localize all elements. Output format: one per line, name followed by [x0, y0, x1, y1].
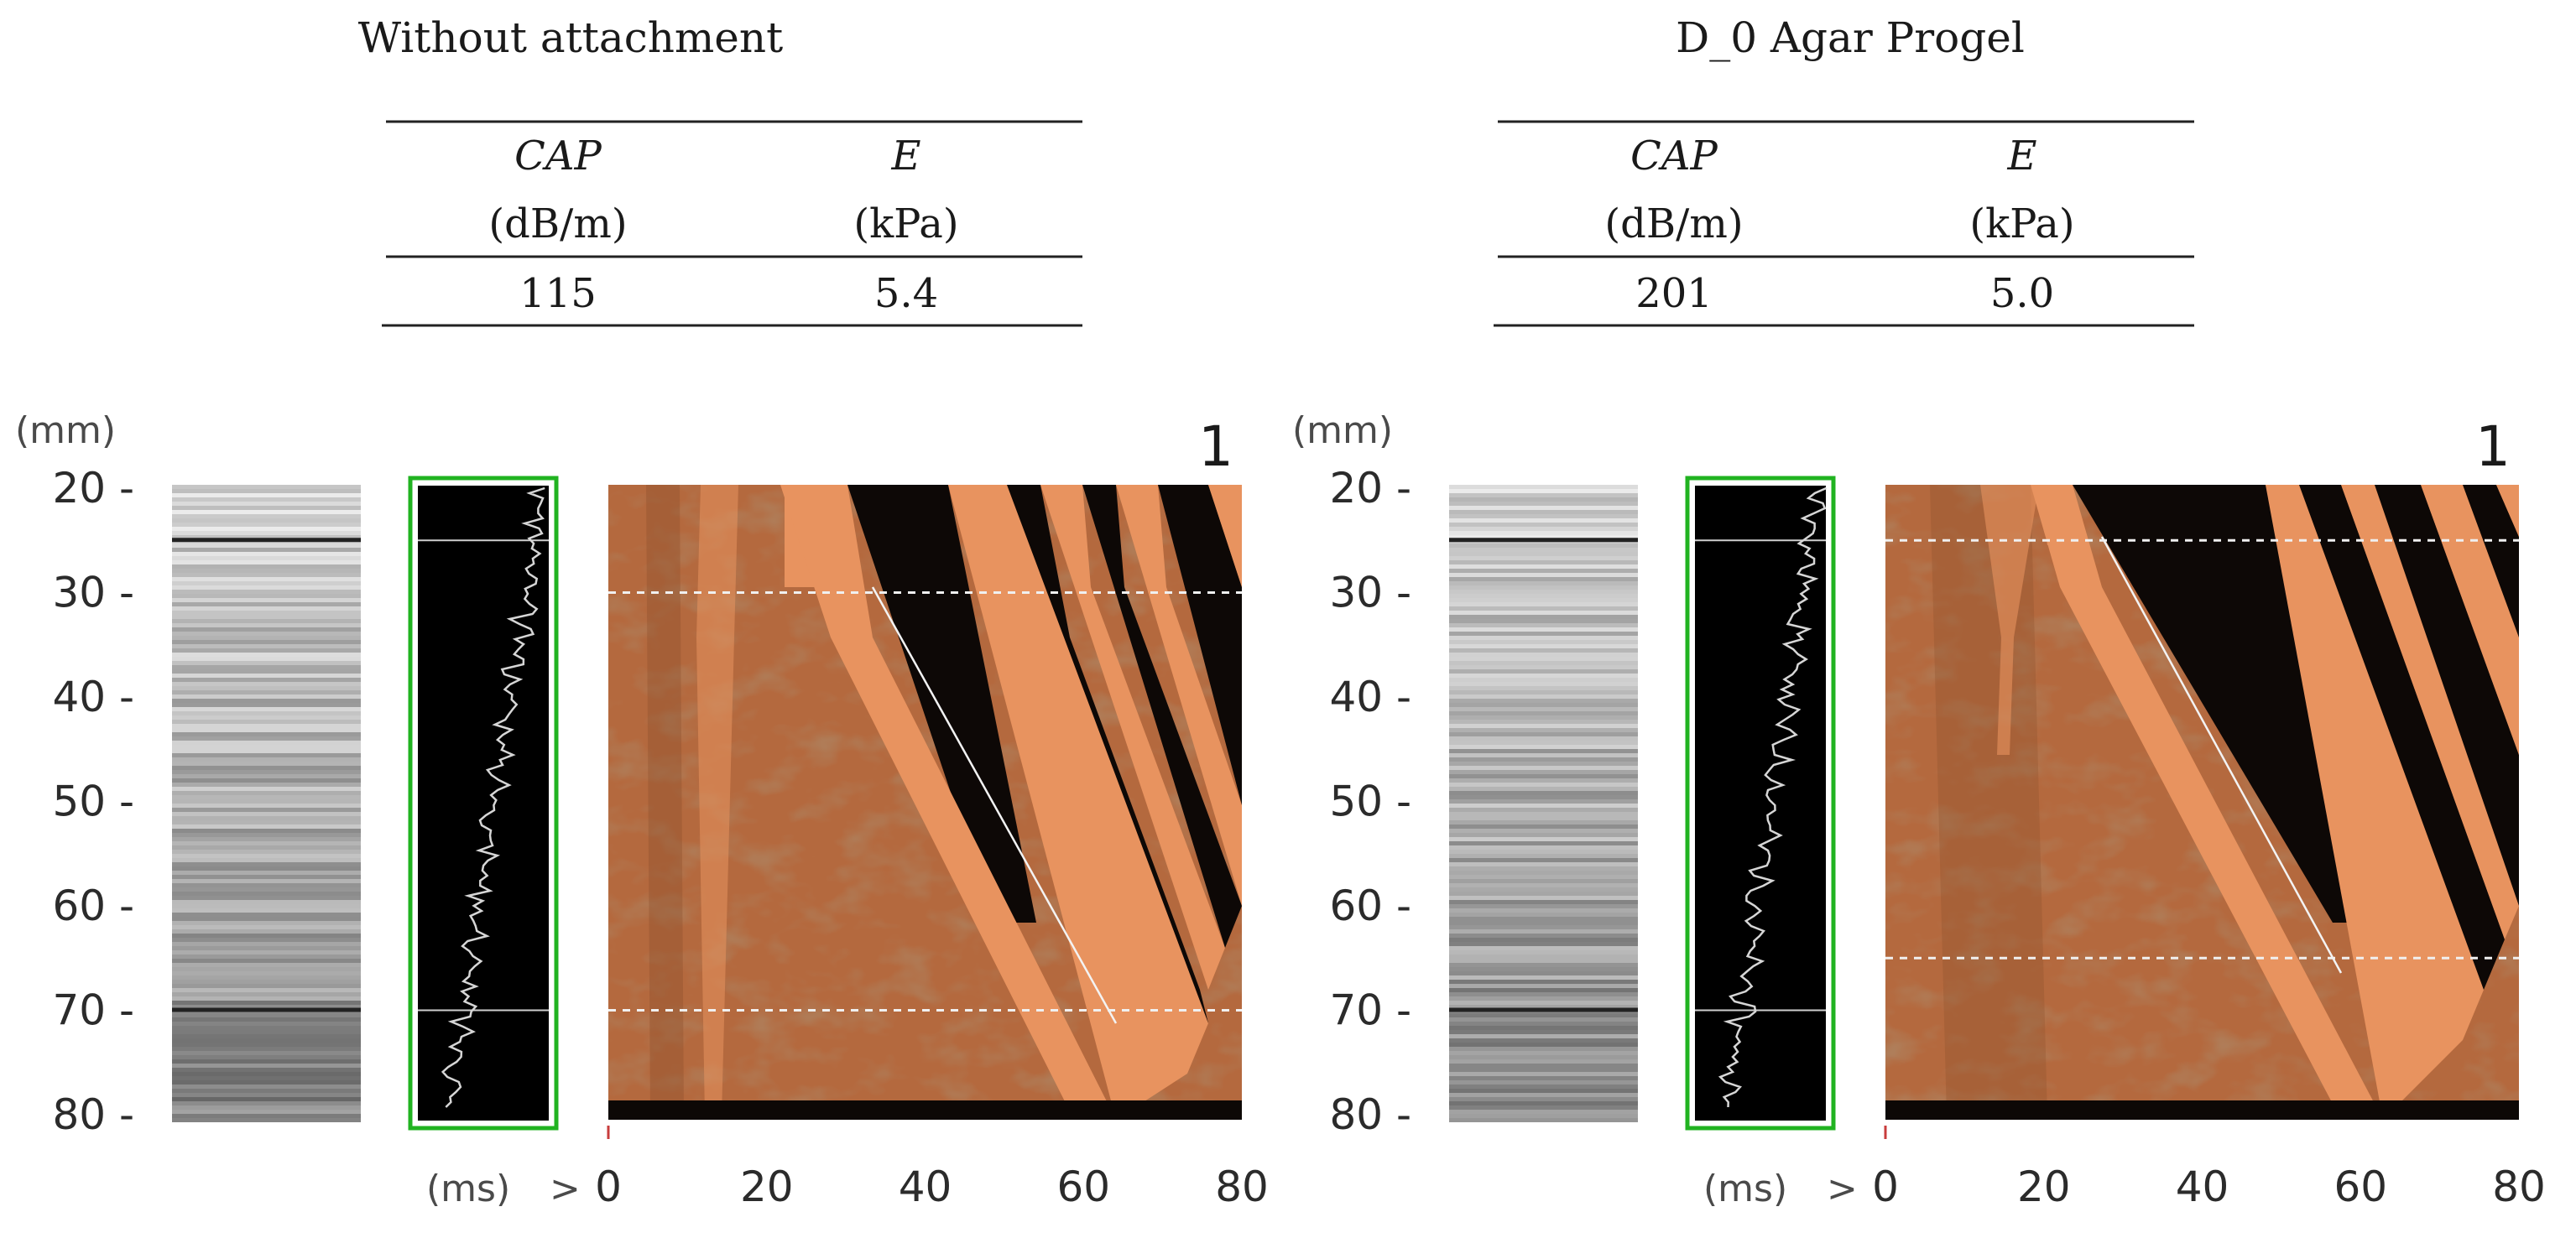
table-unit-e: (kPa) — [853, 200, 958, 247]
depth-tick-label: 40 - — [52, 673, 134, 721]
results-table: CAP (dB/m) E (kPa) 115 5.4 — [382, 120, 1082, 327]
panel-left: Without attachment CAP (dB/m) E (kPa) 11… — [15, 13, 1269, 1211]
depth-tick-label: 20 - — [1329, 464, 1411, 512]
time-tick-label: 20 — [740, 1163, 794, 1211]
time-unit-label: (ms) — [426, 1168, 510, 1210]
panel-right: D_0 Agar Progel CAP (dB/m) E (kPa) 201 5… — [1292, 13, 2546, 1211]
m-mode-profile — [408, 476, 559, 1131]
results-table: CAP (dB/m) E (kPa) 201 5.0 — [1494, 120, 2194, 327]
time-axis-arrow: > — [550, 1168, 581, 1210]
time-tick-label: 0 — [595, 1163, 622, 1211]
panel-title: Without attachment — [358, 13, 783, 62]
table-header-cap: CAP — [514, 133, 602, 179]
depth-tick-label: 30 - — [52, 569, 134, 617]
depth-tick-label: 60 - — [52, 882, 134, 930]
table-unit-e: (kPa) — [1969, 200, 2074, 247]
m-mode-profile — [1685, 476, 1836, 1131]
table-unit-cap: (dB/m) — [1604, 200, 1743, 247]
time-tick-label: 0 — [1872, 1163, 1899, 1211]
table-unit-cap: (dB/m) — [488, 200, 627, 247]
time-tick-label: 40 — [2176, 1163, 2229, 1211]
depth-tick-label: 60 - — [1329, 882, 1411, 930]
depth-tick-label: 30 - — [1329, 569, 1411, 617]
time-tick-label: 40 — [899, 1163, 952, 1211]
depth-axis: 20 - 30 - 40 - 50 - 60 - 70 - 80 - — [1329, 464, 1411, 1139]
panel-title: D_0 Agar Progel — [1676, 13, 2025, 62]
a-mode-image — [172, 485, 361, 1122]
table-header-cap: CAP — [1630, 133, 1718, 179]
depth-tick-label: 20 - — [52, 464, 134, 512]
depth-tick-label: 50 - — [1329, 778, 1411, 826]
table-value-e: 5.4 — [874, 270, 938, 317]
depth-unit-label: (mm) — [1292, 409, 1393, 452]
time-axis-arrow: > — [1827, 1168, 1858, 1210]
time-unit-label: (ms) — [1703, 1168, 1787, 1210]
depth-tick-label: 50 - — [52, 778, 134, 826]
time-tick-label: 80 — [2492, 1163, 2546, 1211]
time-tick-label: 80 — [1215, 1163, 1269, 1211]
depth-unit-label: (mm) — [15, 409, 116, 452]
table-value-cap: 201 — [1635, 270, 1713, 317]
time-tick-label: 20 — [2017, 1163, 2071, 1211]
panel-number: 1 — [1198, 414, 1233, 479]
time-tick-label: 60 — [1056, 1163, 1110, 1211]
time-axis: 0 20 40 60 80 — [595, 1126, 1269, 1211]
depth-tick-label: 70 - — [1329, 986, 1411, 1035]
elastogram — [1885, 485, 2519, 1120]
elastogram — [608, 485, 1242, 1120]
depth-axis: 20 - 30 - 40 - 50 - 60 - 70 - 80 - — [52, 464, 134, 1139]
depth-tick-label: 80 - — [52, 1090, 134, 1139]
a-mode-image — [1449, 485, 1638, 1122]
panel-number: 1 — [2475, 414, 2511, 479]
time-axis: 0 20 40 60 80 — [1872, 1126, 2546, 1211]
time-tick-label: 60 — [2334, 1163, 2387, 1211]
table-value-e: 5.0 — [1990, 270, 2054, 317]
depth-tick-label: 40 - — [1329, 673, 1411, 721]
table-header-e: E — [890, 133, 920, 179]
table-header-e: E — [2006, 133, 2036, 179]
table-value-cap: 115 — [519, 270, 597, 317]
depth-tick-label: 70 - — [52, 986, 134, 1035]
depth-tick-label: 80 - — [1329, 1090, 1411, 1139]
